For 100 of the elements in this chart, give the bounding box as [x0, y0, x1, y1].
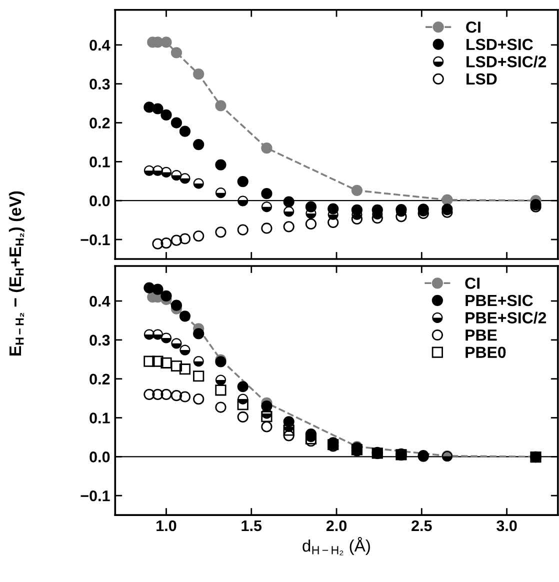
point [171, 338, 182, 349]
point [215, 100, 226, 112]
point [442, 194, 453, 206]
point [179, 233, 191, 244]
point [215, 374, 226, 386]
point [193, 68, 204, 80]
point [144, 356, 155, 367]
point [170, 234, 182, 246]
point [261, 222, 272, 234]
y-tick-label: 0.3 [90, 78, 110, 90]
point [170, 360, 182, 372]
point [215, 226, 226, 238]
point [237, 398, 248, 410]
legend-label: CI [466, 21, 480, 33]
y-tick-label: 0.0 [90, 452, 110, 462]
y-tick-label: 0.0 [90, 195, 110, 206]
legend-label: PBE0 [466, 346, 506, 358]
point [261, 188, 272, 200]
point [170, 117, 182, 128]
point [180, 173, 190, 184]
point [160, 237, 172, 249]
legend-label: LSD+SIC/2 [466, 56, 546, 68]
legend-label: CI [465, 278, 480, 289]
point [179, 126, 191, 137]
point [152, 165, 163, 176]
y-tick-label: 0.1 [90, 156, 110, 168]
point [144, 165, 154, 176]
point [180, 344, 190, 356]
point [160, 36, 172, 48]
point [351, 213, 363, 224]
point [152, 388, 164, 400]
point [179, 364, 191, 375]
point [144, 388, 155, 400]
y-tick-label: 0.2 [90, 118, 110, 128]
legend-label: PBE+SIC [466, 294, 533, 306]
point [238, 196, 248, 206]
y-axis-title: E$_{H−H₂}$ − (E$_{H}$+E$_{H₂}$) (eV) [8, 191, 24, 356]
y-tick-label: 0.4 [90, 40, 110, 51]
point [283, 221, 294, 232]
point [152, 238, 164, 250]
x-axis-title: d$_{H−H₂}$ (Å) [302, 536, 370, 556]
y-tick-label: 0.4 [90, 296, 110, 307]
point [215, 159, 226, 170]
legend-label: LSD [466, 73, 497, 85]
point [283, 424, 294, 436]
point [170, 47, 182, 58]
point [283, 196, 294, 208]
point [193, 370, 204, 382]
point [160, 357, 172, 368]
point [284, 206, 294, 217]
point [193, 230, 204, 242]
point [193, 328, 204, 340]
point [160, 332, 172, 344]
point [193, 139, 204, 150]
point [237, 224, 248, 236]
point [171, 170, 182, 181]
point [170, 300, 182, 311]
x-tick-label: 3.0 [496, 520, 517, 532]
point [261, 202, 272, 212]
point [152, 356, 164, 367]
point [160, 166, 172, 178]
x-tick-label: 1.5 [242, 520, 262, 532]
point [193, 356, 204, 367]
point [152, 329, 163, 340]
y-tick-label: −0.1 [80, 490, 110, 502]
y-tick-label: 0.1 [90, 412, 110, 424]
point [160, 290, 172, 302]
legend-label: LSD+SIC [466, 38, 533, 50]
point [237, 176, 248, 188]
point [237, 411, 248, 423]
point [261, 421, 272, 432]
x-tick-label: 1.0 [156, 520, 176, 532]
point [305, 218, 317, 230]
point [215, 402, 226, 413]
y-tick-label: −0.1 [80, 234, 110, 246]
point [179, 310, 191, 322]
point [179, 391, 191, 402]
point [193, 178, 204, 189]
point [283, 430, 294, 442]
point [215, 384, 226, 396]
point [351, 184, 363, 196]
point [261, 142, 272, 154]
legend-label: PBE+SIC/2 [466, 312, 546, 324]
x-tick-label: 2.5 [412, 520, 432, 532]
point [372, 212, 383, 224]
point [237, 381, 248, 392]
point [215, 188, 226, 198]
point [152, 103, 164, 114]
point [144, 329, 154, 340]
point [261, 411, 272, 422]
point [170, 390, 182, 402]
legend-label: PBE [466, 330, 497, 341]
point [160, 388, 172, 400]
x-tick-label: 2.0 [326, 520, 347, 532]
point [160, 109, 172, 121]
y-tick-label: 0.3 [90, 334, 110, 346]
point [193, 394, 204, 405]
point [328, 216, 339, 228]
point [152, 284, 164, 295]
y-tick-label: 0.2 [90, 374, 110, 385]
